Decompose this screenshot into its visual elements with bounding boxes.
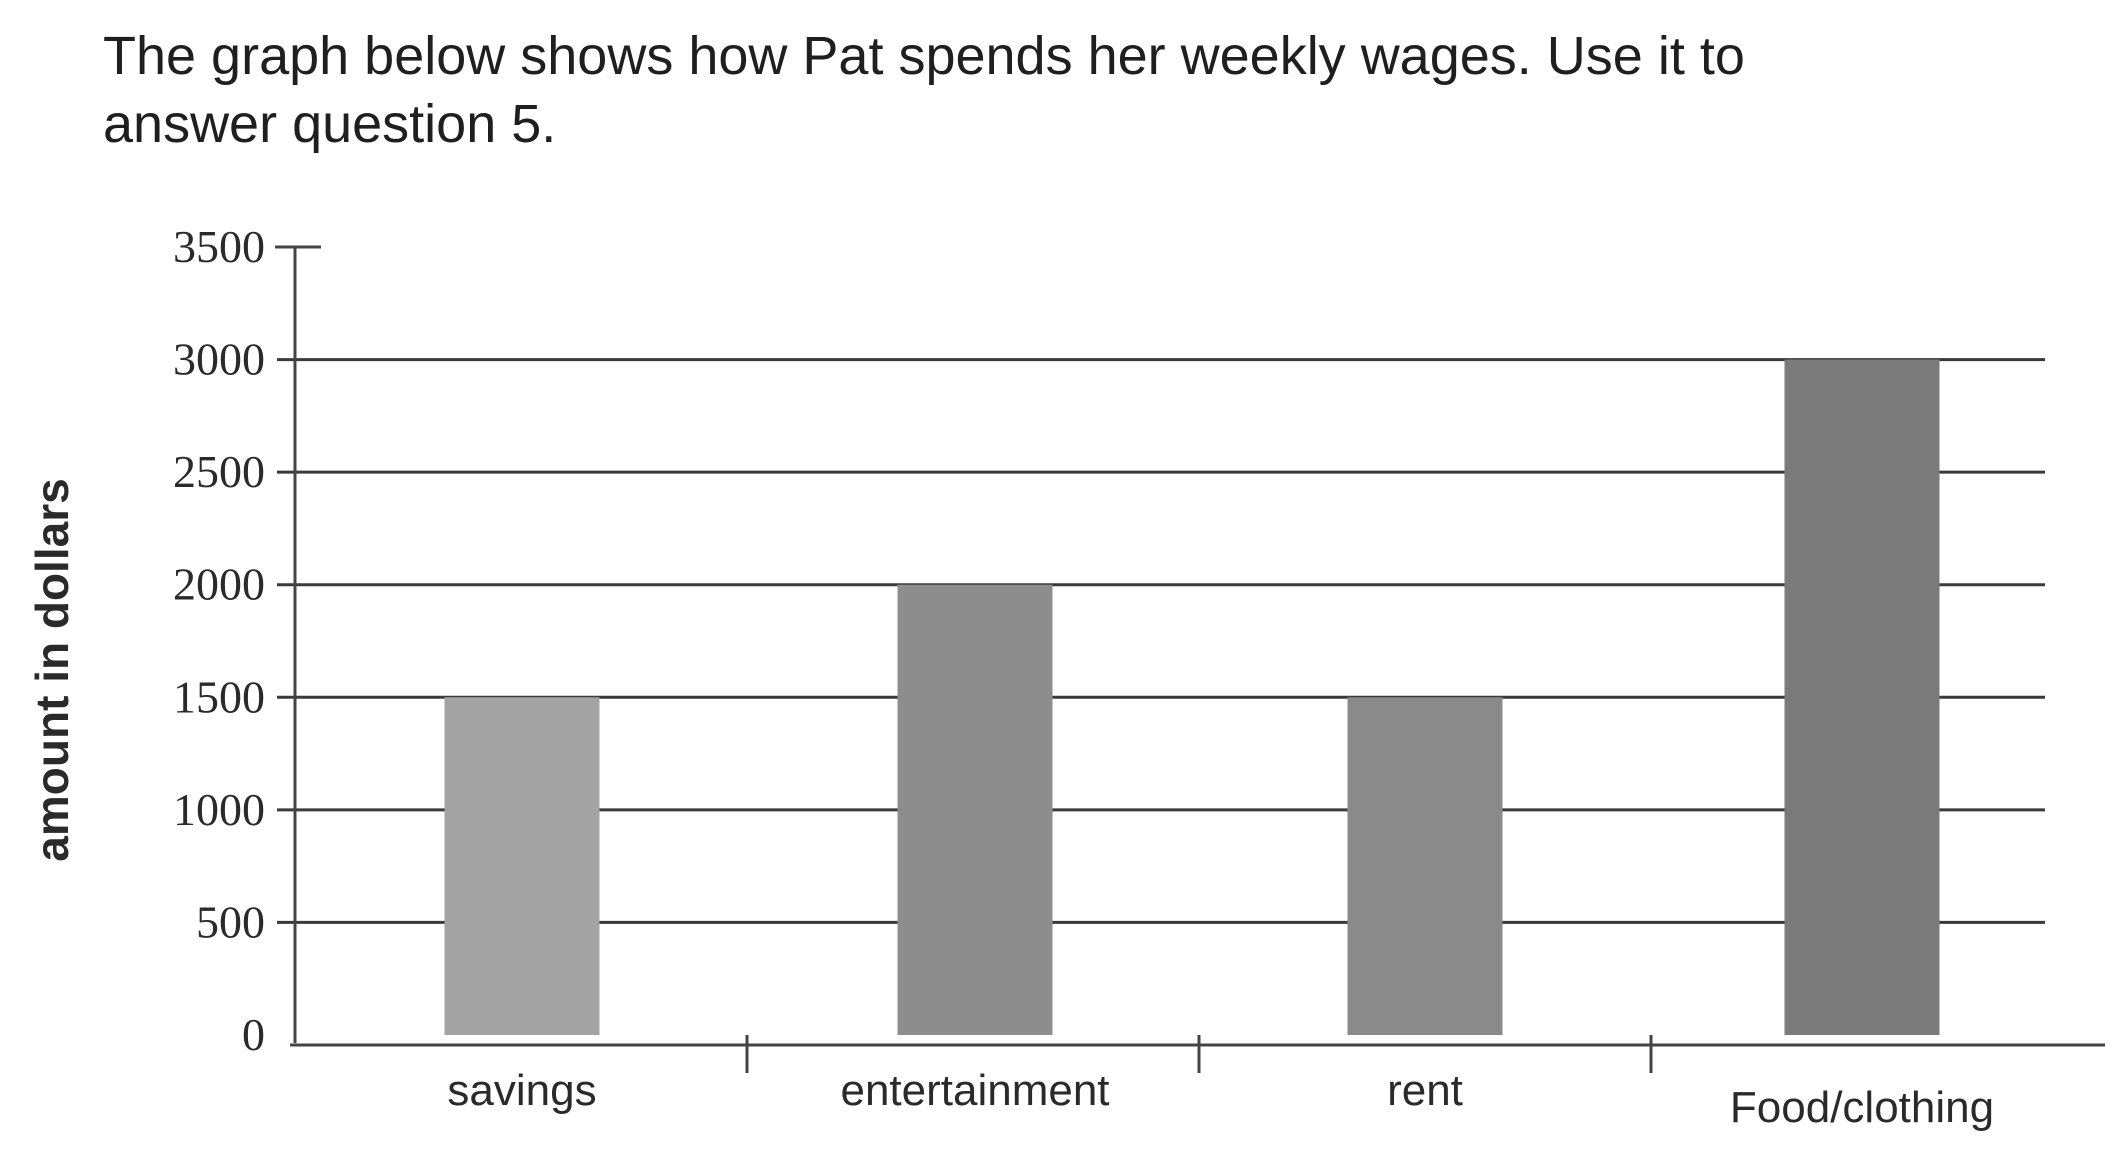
y-tick-label: 0: [242, 1009, 265, 1060]
bar-savings: [444, 697, 600, 1035]
bar-rent: [1347, 697, 1503, 1035]
y-tick-label: 1500: [173, 671, 265, 722]
y-tick-label: 2500: [173, 446, 265, 497]
x-category-label: Food/clothing: [1730, 1083, 1994, 1132]
y-tick-label: 2000: [173, 559, 265, 610]
y-axis-label: amount in dollars: [26, 478, 78, 861]
intro-line-2: answer question 5.: [103, 94, 557, 154]
bar-entertainment: [897, 584, 1053, 1035]
y-tick-label: 500: [196, 896, 265, 947]
x-category-label: rent: [1387, 1066, 1463, 1115]
y-tick-label: 3500: [173, 221, 265, 272]
question-intro: The graph below shows how Pat spends her…: [103, 22, 2023, 158]
labels: 0 500 1000 1500 2000 2500 3000 3500 savings enter…: [173, 221, 1994, 1132]
intro-line-1: The graph below shows how Pat spends her…: [103, 26, 1745, 86]
y-tick-label: 3000: [173, 334, 265, 385]
bars: [444, 359, 1940, 1036]
axes: [275, 245, 2105, 1073]
x-category-label: entertainment: [840, 1066, 1109, 1115]
bar-food-clothing: [1784, 359, 1940, 1036]
x-category-label: savings: [447, 1066, 596, 1115]
y-tick-label: 1000: [173, 784, 265, 835]
